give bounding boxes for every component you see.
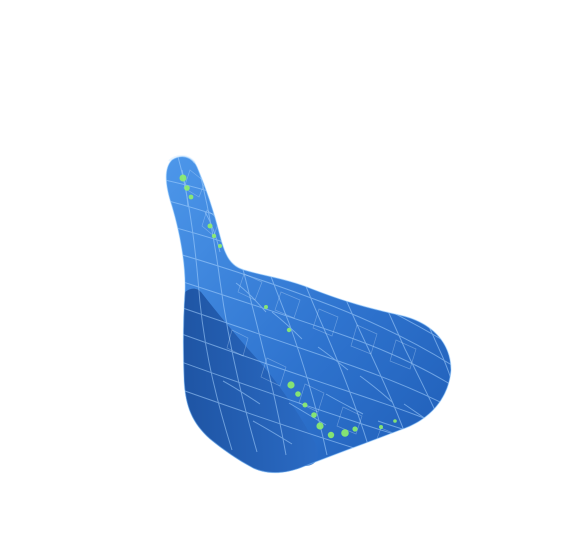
green-highlight-spots: [179, 174, 397, 439]
hosel-top-ring: [168, 155, 196, 164]
outline-highlight: [165, 156, 452, 474]
golf-club-head: [165, 155, 452, 474]
club-face-shadow: [183, 288, 318, 473]
